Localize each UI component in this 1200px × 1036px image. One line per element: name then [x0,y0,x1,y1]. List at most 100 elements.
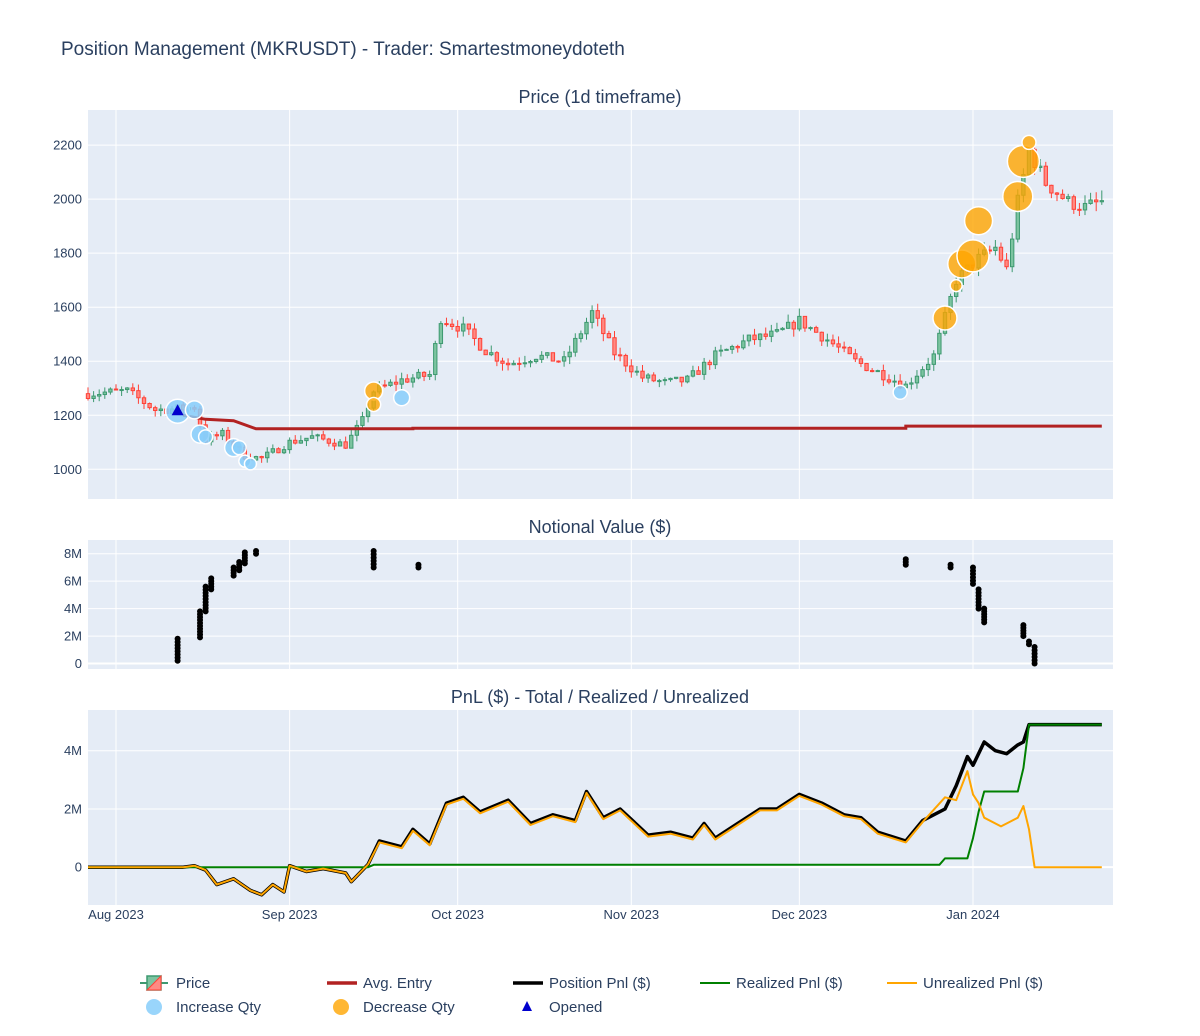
candle-body [741,340,746,349]
legend-label: Position Pnl ($) [549,975,651,992]
notional-point [1020,622,1027,629]
pnl-tick-label: 0 [75,860,82,875]
pnl-lines [88,722,1102,897]
legend-item-line-avg[interactable]: Avg. Entry [327,975,432,992]
candle-body [500,360,505,364]
candle-body [483,349,488,356]
price-tick-label: 1000 [53,462,82,477]
candle-body [332,442,337,447]
candle-body [477,337,483,351]
notional-point [975,586,982,593]
candle-body [136,390,141,399]
candle-body [270,448,276,453]
candle-body [909,382,914,385]
candle-body [629,365,634,373]
candle-body [707,361,712,366]
candle-body [886,379,892,383]
candle-body [505,362,511,366]
candle-body [617,354,623,357]
price-tick-label: 1400 [53,354,82,369]
candle-body [1077,208,1082,211]
candle-body [1099,200,1104,203]
x-tick-label: Aug 2023 [88,907,144,922]
pnl-series-line [88,770,1102,896]
notional-tick-label: 4M [64,601,82,616]
candle-body [321,434,326,440]
legend-item-line-pos[interactable]: Position Pnl ($) [513,975,651,992]
candle-body [696,370,701,375]
decrease-qty-marker [365,396,382,413]
candle-body [141,397,147,404]
decrease-qty-marker [1021,134,1037,151]
candle-body [914,375,920,384]
candle-body [1054,192,1060,195]
candle-body [847,347,852,355]
candle-body [354,424,360,436]
candle-body [522,362,528,365]
candle-body [931,353,936,365]
candle-body [433,343,438,376]
notional-point [208,575,215,582]
candle-body [1066,196,1071,200]
notional-plot-area [88,540,1113,669]
candle-body [813,327,819,333]
candle-body [1004,259,1009,268]
legend-symbol [145,974,162,991]
legend-item-line-real[interactable]: Realized Pnl ($) [700,975,843,992]
legend-item-triangle[interactable]: Opened [522,999,602,1016]
decrease-qty-marker [932,305,958,331]
x-tick-label: Nov 2023 [603,907,659,922]
legend-item-dot-increase[interactable]: Increase Qty [146,999,262,1016]
candle-body [729,345,735,350]
notional-gridlines [88,540,1113,669]
legend-label: Increase Qty [176,999,262,1016]
legend-item-candle[interactable]: Price [140,974,210,992]
candle-body [864,362,869,372]
candle-body [489,352,494,356]
legend[interactable]: Price Avg. Entry Position Pnl ($) Realized … [140,974,1043,1016]
candle-body [220,429,225,437]
date-x-axis: Aug 2023 Sep 2023 Oct 2023 Nov 2023 Dec 2023… [88,907,1000,922]
candle-body [763,333,768,337]
candle-body [382,384,388,387]
candle-body [853,353,858,360]
x-tick-label: Dec 2023 [772,907,828,922]
decrease-qty-marker [956,239,990,273]
candle-body [679,376,684,383]
notional-tick-label: 2M [64,629,82,644]
candle-body [937,332,942,355]
candle-body [102,391,107,396]
price-tick-label: 2200 [53,138,82,153]
candle-body [539,354,544,360]
pnl-y-axis: 0 2M 4M [64,743,82,874]
legend-item-line-unreal[interactable]: Unrealized Pnl ($) [887,975,1043,992]
candle-body [668,377,673,381]
candle-body [556,360,561,363]
candle-body [869,370,875,373]
candle-body [713,350,718,366]
notional-point [241,549,248,556]
candle-body [466,323,472,330]
decrease-qty-marker [1002,180,1034,213]
notional-tick-label: 8M [64,546,82,561]
price-tick-label: 1200 [53,408,82,423]
notional-points [174,547,1038,667]
notional-point [1031,644,1038,651]
candle-body [421,371,427,377]
candle-body [253,456,259,461]
candle-body [858,358,864,364]
candle-body [287,439,292,451]
candle-body [573,337,578,353]
candle-body [444,323,449,326]
candle-body [438,323,444,345]
candle-body [472,328,477,339]
legend-symbol [146,999,162,1015]
legend-item-dot-decrease[interactable]: Decrease Qty [333,999,455,1016]
candle-body [774,329,780,332]
candle-body [97,394,102,397]
candle-body [399,378,404,385]
legend-label: Opened [549,999,602,1016]
candle-body [455,325,460,332]
price-plot-area [88,110,1113,499]
